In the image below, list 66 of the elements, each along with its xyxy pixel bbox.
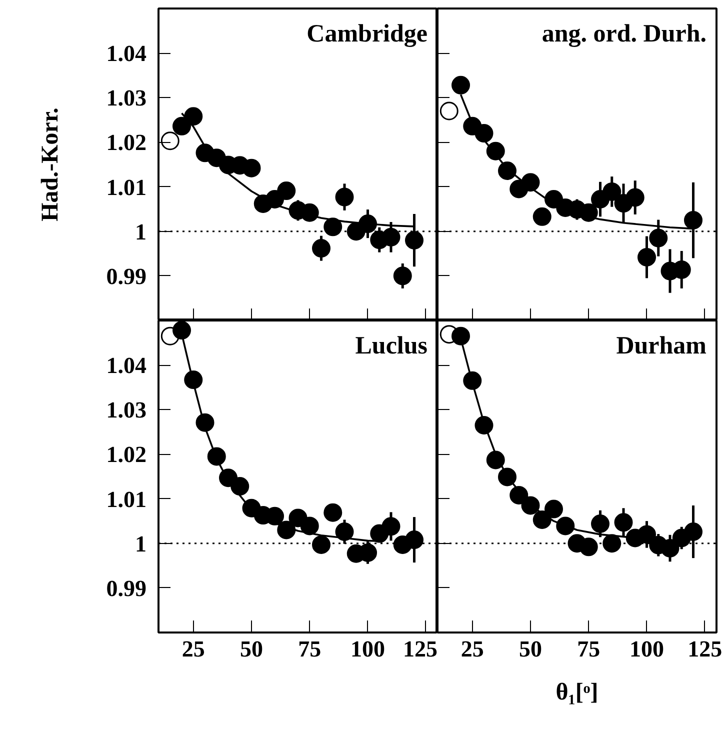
y-tick-label: 1.03 (106, 398, 146, 423)
y-tick-label: 1.02 (106, 442, 146, 468)
x-tick-label: 75 (298, 636, 322, 662)
point (312, 239, 330, 258)
annotation: Durham (616, 332, 707, 360)
point (405, 530, 424, 550)
point (579, 538, 598, 556)
x-tick-label: 25 (460, 636, 484, 662)
y-tick-label: 0.99 (106, 576, 146, 601)
point (172, 321, 191, 340)
point (660, 539, 680, 558)
annotation: ang. ord. Durh. (542, 20, 707, 48)
point (579, 203, 598, 222)
point (160, 132, 180, 150)
y-tick-label: 1.04 (106, 353, 147, 378)
point (382, 228, 400, 246)
y-tick-label: 1.01 (106, 486, 146, 512)
x-tick-label: 125 (403, 636, 438, 662)
y-tick-label: 1 (135, 531, 146, 556)
y-tick-label: 1.02 (106, 130, 146, 156)
point (382, 517, 400, 536)
point (638, 248, 656, 266)
point (452, 76, 470, 94)
x-tick-label: 100 (630, 636, 664, 662)
point (277, 182, 296, 200)
point (335, 522, 354, 541)
point (300, 516, 319, 536)
point (405, 231, 424, 250)
point (452, 326, 470, 346)
point (521, 173, 540, 192)
x-tick-label: 100 (350, 636, 385, 662)
point (602, 182, 622, 201)
point (591, 514, 610, 533)
x-tick-label: 125 (688, 636, 722, 662)
point (649, 228, 668, 248)
x-tick-label: 50 (240, 636, 263, 662)
y-tick-label: 0.99 (106, 264, 146, 289)
point (684, 210, 702, 230)
point (324, 503, 342, 522)
point (440, 102, 458, 120)
point (242, 158, 261, 178)
point (184, 107, 203, 126)
point (626, 188, 644, 207)
point (532, 207, 552, 226)
point (393, 266, 412, 286)
point (602, 534, 622, 553)
y-tick-label: 1.03 (106, 86, 146, 111)
point (638, 525, 656, 544)
point (684, 522, 702, 541)
point (230, 477, 250, 496)
x-tick-label: 75 (577, 636, 600, 662)
point (312, 535, 330, 554)
x-axis-title: θ₁[ᵒ] (556, 680, 598, 706)
y-tick-label: 1.01 (106, 174, 146, 200)
point (324, 218, 342, 236)
y-axis-title: Had.-Korr. (37, 108, 64, 222)
x-tick-label: 50 (519, 636, 542, 662)
annotation: Luclus (355, 332, 428, 360)
point (614, 513, 633, 532)
x-tick-label: 25 (182, 636, 205, 662)
y-tick-label: 1 (135, 219, 146, 244)
y-tick-label: 1.04 (106, 41, 147, 66)
annotation: Cambridge (306, 20, 428, 48)
point (335, 188, 354, 206)
point (544, 500, 563, 518)
point (172, 116, 191, 136)
